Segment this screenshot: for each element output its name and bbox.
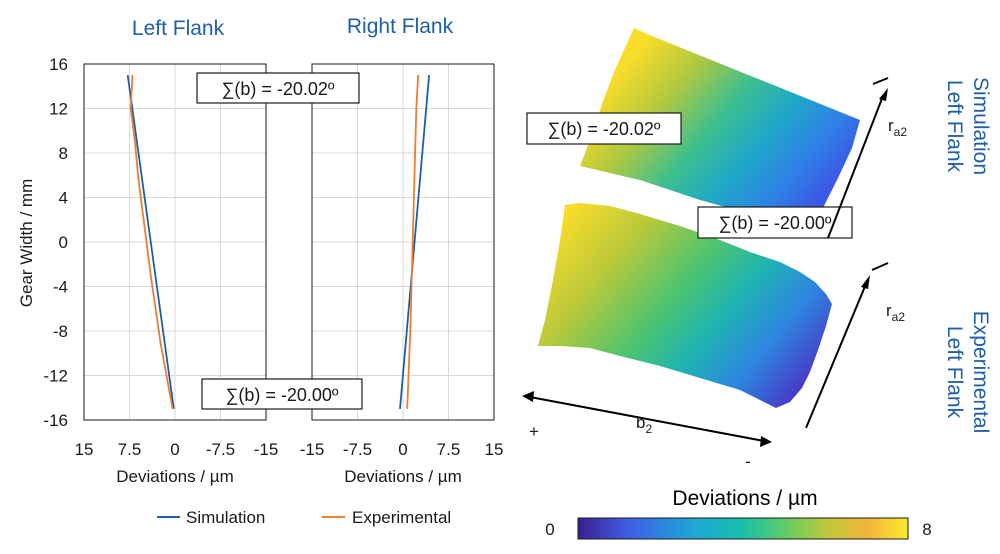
minus-sign: - <box>745 452 751 471</box>
y-tick-label: 0 <box>59 233 68 252</box>
colorbar-max-label: 8 <box>922 520 931 539</box>
right-plot-frame <box>311 63 495 421</box>
side-label-sim-1: Simulation <box>969 77 992 175</box>
annotation-top: ∑(b) = -20.02º <box>196 72 360 104</box>
simulation-surface <box>580 28 860 238</box>
y-tick-label: -4 <box>53 278 68 297</box>
legend-experimental-label: Experimental <box>352 508 451 527</box>
right-x-tick-label: -7.5 <box>343 440 372 459</box>
left-series <box>126 74 175 410</box>
left-x-tick-label: 0 <box>170 440 179 459</box>
left-x-tick-label: -15 <box>254 440 279 459</box>
right-x-tick-label: 15 <box>485 440 504 459</box>
y-tick-label: -8 <box>53 322 68 341</box>
y-axis-label: Gear Width / mm <box>17 179 36 307</box>
left-simulation-line <box>126 74 175 410</box>
right-x-tick-label: -15 <box>300 440 325 459</box>
right-flank-title: Right Flank <box>347 15 454 38</box>
exp-sum-box: ∑(b) = -20.00º <box>697 206 853 239</box>
ra2-arrow-bottom <box>805 275 870 429</box>
y-tick-label: 12 <box>49 100 68 119</box>
left-flank-title: Left Flank <box>132 17 225 40</box>
y-tick-label: 16 <box>49 55 68 74</box>
plus-sign: + <box>529 422 539 441</box>
left-x-ticks: 15 7.5 0 -7.5 -15 <box>75 440 279 459</box>
right-x-tick-label: 7.5 <box>437 440 461 459</box>
right-x-axis-label: Deviations / µm <box>344 467 462 486</box>
colorbar <box>577 517 909 540</box>
ra2-tick-bottom <box>871 262 889 271</box>
legend-simulation-label: Simulation <box>186 508 265 527</box>
right-x-tick-label: 0 <box>398 440 407 459</box>
left-y-ticks: 16 12 8 4 0 -4 -8 -12 -16 <box>43 55 68 430</box>
y-tick-label: -16 <box>43 411 68 430</box>
legend: Simulation Experimental <box>157 508 451 527</box>
right-x-ticks: -15 -7.5 0 7.5 15 <box>300 440 504 459</box>
right-experimental-line <box>406 75 420 409</box>
sim-sum-text: ∑(b) = -20.02º <box>548 119 661 139</box>
y-tick-label: 4 <box>59 189 68 208</box>
sim-sum-box: ∑(b) = -20.02º <box>526 112 682 145</box>
colorbar-title: Deviations / µm <box>672 487 817 510</box>
ra2-tick-top <box>872 77 889 85</box>
left-plot-frame <box>83 63 267 421</box>
side-label-exp-2: Left Flank <box>943 326 966 419</box>
ra2-arrow-top <box>827 88 888 239</box>
ra2-label-bottom: ra2 <box>886 301 905 324</box>
side-label-exp-1: Experimental <box>969 311 992 434</box>
left-x-tick-label: 7.5 <box>118 440 142 459</box>
left-x-axis-label: Deviations / µm <box>116 467 234 486</box>
annotation-bottom-text: ∑(b) = -20.00º <box>226 385 339 405</box>
side-label-sim-2: Left Flank <box>943 80 966 173</box>
experimental-surface <box>538 203 832 408</box>
left-x-tick-label: 15 <box>75 440 94 459</box>
b2-arrow <box>522 391 772 447</box>
colorbar-min-label: 0 <box>545 520 554 539</box>
ra2-label-top: ra2 <box>888 116 907 139</box>
right-series <box>399 75 430 409</box>
left-grid <box>83 63 267 421</box>
annotation-top-text: ∑(b) = -20.02º <box>222 79 335 99</box>
b2-label: b2 <box>636 413 652 436</box>
y-tick-label: -12 <box>43 367 68 386</box>
left-x-tick-label: -7.5 <box>206 440 235 459</box>
y-tick-label: 8 <box>59 144 68 163</box>
right-simulation-line <box>399 75 430 409</box>
exp-sum-text: ∑(b) = -20.00º <box>719 213 832 233</box>
left-experimental-line <box>129 75 174 410</box>
annotation-bottom: ∑(b) = -20.00º <box>201 378 363 410</box>
